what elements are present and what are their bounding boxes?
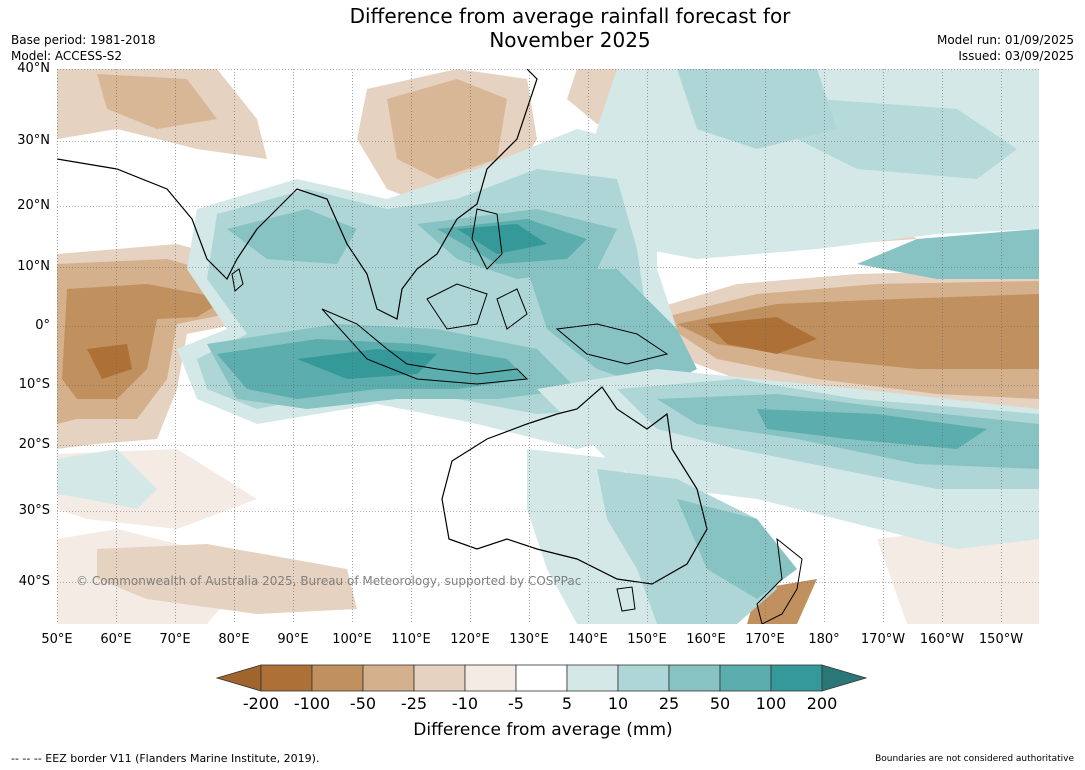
sulawesi-coastline [496, 288, 528, 330]
latitude-label: 10°N [17, 259, 50, 274]
longitude-label: 80°E [218, 632, 250, 647]
colorbar-tick-label: -200 [242, 694, 280, 713]
longitude-label: 170°W [860, 632, 906, 647]
latitude-label: 30°N [17, 133, 50, 148]
colorbar-extend-low [215, 664, 262, 692]
model-run: Model run: 01/09/2025 [936, 33, 1074, 47]
sri-lanka-coastline [231, 268, 244, 292]
colorbar-title: Difference from average (mm) [413, 720, 673, 740]
new-guinea-coastline [555, 323, 669, 365]
colorbar-tick-label: -50 [349, 694, 377, 713]
colorbar-tick-label: -100 [293, 694, 331, 713]
australia-coastline [441, 386, 708, 585]
colorbar-tick-label: -10 [451, 694, 479, 713]
longitude-label: 70°E [159, 632, 191, 647]
longitude-label: 180° [808, 632, 840, 647]
colorbar-segment [668, 664, 721, 692]
eez-legend: -- -- -- EEZ border V11 (Flanders Marine… [11, 752, 320, 765]
rainfall-map [57, 69, 1039, 624]
longitude-label: 160°E [686, 632, 726, 647]
meta-left: Base period: 1981-2018 Model: ACCESS-S2 [11, 32, 156, 64]
colorbar-tick-label: 100 [755, 694, 787, 713]
colorbar-tick-label: 25 [658, 694, 680, 713]
longitude-label: 140°E [568, 632, 608, 647]
colorbar-segment [617, 664, 670, 692]
latitude-label: 40°S [18, 574, 50, 589]
latitude-label: 20°S [18, 437, 50, 452]
longitude-label: 130°E [509, 632, 549, 647]
colorbar-extend-high [821, 664, 868, 692]
map-title: Difference from average rainfall forecas… [220, 4, 920, 52]
colorbar-tick-label: 50 [709, 694, 731, 713]
borneo-coastline [426, 283, 488, 330]
wet-anomaly-areas [57, 69, 1039, 624]
colorbar-segment [464, 664, 517, 692]
tasmania-coastline [616, 586, 636, 612]
model-name: Model: ACCESS-S2 [11, 49, 123, 63]
latitude-label: 40°N [17, 61, 50, 76]
base-period: Base period: 1981-2018 [11, 33, 156, 47]
colorbar-tick-label: 200 [806, 694, 838, 713]
longitude-label: 60°E [100, 632, 132, 647]
longitude-label: 90°E [277, 632, 309, 647]
graticule [57, 69, 1039, 624]
colorbar-tick-label: -25 [400, 694, 428, 713]
asia-coastline [57, 69, 538, 320]
indonesia-coastline [321, 308, 529, 385]
philippines-coastline [471, 208, 503, 270]
colorbar-tick-label: 10 [607, 694, 629, 713]
longitude-label: 160°W [919, 632, 965, 647]
longitude-label: 50°E [41, 632, 73, 647]
longitude-label: 120°E [450, 632, 490, 647]
latitude-label: 20°N [17, 198, 50, 213]
latitude-label: 0° [35, 318, 50, 333]
colorbar-segment [719, 664, 772, 692]
issued-date: Issued: 03/09/2025 [958, 49, 1074, 63]
title-line-1: Difference from average rainfall forecas… [349, 4, 791, 28]
latitude-label: 30°S [18, 503, 50, 518]
colorbar-segment [311, 664, 364, 692]
meta-right: Model run: 01/09/2025 Issued: 03/09/2025 [937, 32, 1074, 64]
colorbar-segment [770, 664, 823, 692]
colorbar-segment [515, 664, 568, 692]
longitude-label: 150°W [978, 632, 1024, 647]
longitude-label: 110°E [391, 632, 431, 647]
copyright-notice: © Commonwealth of Australia 2025, Bureau… [76, 574, 582, 588]
longitude-label: 170°E [745, 632, 785, 647]
colorbar-segment [260, 664, 313, 692]
colorbar [215, 664, 868, 692]
colorbar-segment [413, 664, 466, 692]
longitude-label: 100°E [332, 632, 372, 647]
new-zealand-coastline [756, 537, 803, 624]
boundaries-disclaimer: Boundaries are not considered authoritat… [875, 754, 1074, 764]
latitude-label: 10°S [18, 377, 50, 392]
colorbar-tick-label: 5 [561, 694, 573, 713]
colorbar-segment [566, 664, 619, 692]
colorbar-segment [362, 664, 415, 692]
colorbar-tick-label: -5 [508, 694, 524, 713]
map-canvas [57, 69, 1039, 624]
title-line-2: November 2025 [489, 28, 651, 52]
longitude-label: 150°E [627, 632, 667, 647]
